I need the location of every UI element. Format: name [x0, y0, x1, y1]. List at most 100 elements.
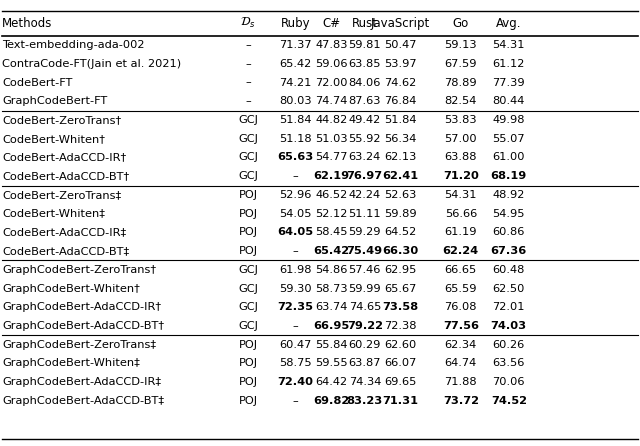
Text: 61.12: 61.12: [493, 59, 525, 69]
Text: 63.88: 63.88: [445, 153, 477, 162]
Text: 54.86: 54.86: [316, 265, 348, 275]
Text: 74.65: 74.65: [349, 302, 381, 312]
Text: 44.82: 44.82: [316, 115, 348, 125]
Text: GCJ: GCJ: [238, 284, 259, 293]
Text: 83.23: 83.23: [347, 396, 383, 406]
Text: 55.84: 55.84: [316, 340, 348, 350]
Text: CodeBert-Whiten‡: CodeBert-Whiten‡: [2, 209, 105, 219]
Text: GCJ: GCJ: [238, 171, 259, 181]
Text: 66.07: 66.07: [384, 359, 416, 368]
Text: 60.29: 60.29: [349, 340, 381, 350]
Text: 51.18: 51.18: [280, 134, 312, 144]
Text: 59.89: 59.89: [384, 209, 416, 219]
Text: Ruby: Ruby: [281, 17, 310, 30]
Text: 59.55: 59.55: [316, 359, 348, 368]
Text: 75.49: 75.49: [347, 246, 383, 256]
Text: 78.89: 78.89: [445, 78, 477, 87]
Text: 76.97: 76.97: [347, 171, 383, 181]
Text: 82.54: 82.54: [445, 96, 477, 106]
Text: 74.52: 74.52: [491, 396, 527, 406]
Text: 71.31: 71.31: [382, 396, 418, 406]
Text: GraphCodeBert-AdaCCD-IR†: GraphCodeBert-AdaCCD-IR†: [2, 302, 161, 312]
Text: ContraCode-FT(Jain et al. 2021): ContraCode-FT(Jain et al. 2021): [2, 59, 181, 69]
Text: 52.96: 52.96: [280, 190, 312, 200]
Text: 54.77: 54.77: [316, 153, 348, 162]
Text: GCJ: GCJ: [238, 134, 259, 144]
Text: POJ: POJ: [239, 246, 258, 256]
Text: GCJ: GCJ: [238, 302, 259, 312]
Text: 42.24: 42.24: [349, 190, 381, 200]
Text: 64.74: 64.74: [445, 359, 477, 368]
Text: GraphCodeBert-ZeroTrans†: GraphCodeBert-ZeroTrans†: [2, 265, 156, 275]
Text: GraphCodeBert-Whiten†: GraphCodeBert-Whiten†: [2, 284, 140, 293]
Text: 65.63: 65.63: [278, 153, 314, 162]
Text: 62.41: 62.41: [382, 171, 418, 181]
Text: 53.83: 53.83: [445, 115, 477, 125]
Text: GraphCodeBert-Whiten‡: GraphCodeBert-Whiten‡: [2, 359, 140, 368]
Text: 62.19: 62.19: [314, 171, 349, 181]
Text: 66.65: 66.65: [445, 265, 477, 275]
Text: Rust: Rust: [352, 17, 378, 30]
Text: 51.11: 51.11: [349, 209, 381, 219]
Text: C#: C#: [323, 17, 340, 30]
Text: 52.63: 52.63: [384, 190, 416, 200]
Text: 77.56: 77.56: [443, 321, 479, 331]
Text: 53.97: 53.97: [384, 59, 416, 69]
Text: 63.74: 63.74: [316, 302, 348, 312]
Text: 59.99: 59.99: [349, 284, 381, 293]
Text: –: –: [246, 78, 251, 87]
Text: 49.42: 49.42: [349, 115, 381, 125]
Text: 71.37: 71.37: [280, 40, 312, 50]
Text: GraphCodeBert-AdaCCD-IR‡: GraphCodeBert-AdaCCD-IR‡: [2, 377, 161, 387]
Text: 84.06: 84.06: [349, 78, 381, 87]
Text: 55.92: 55.92: [349, 134, 381, 144]
Text: POJ: POJ: [239, 190, 258, 200]
Text: 48.92: 48.92: [493, 190, 525, 200]
Text: 73.58: 73.58: [382, 302, 418, 312]
Text: 68.19: 68.19: [491, 171, 527, 181]
Text: 60.86: 60.86: [493, 227, 525, 237]
Text: 63.85: 63.85: [349, 59, 381, 69]
Text: 74.62: 74.62: [384, 78, 416, 87]
Text: GCJ: GCJ: [238, 115, 259, 125]
Text: 62.24: 62.24: [443, 246, 479, 256]
Text: JavaScript: JavaScript: [371, 17, 429, 30]
Text: 80.44: 80.44: [493, 96, 525, 106]
Text: 74.21: 74.21: [280, 78, 312, 87]
Text: 65.42: 65.42: [314, 246, 349, 256]
Text: 57.46: 57.46: [349, 265, 381, 275]
Text: 57.00: 57.00: [445, 134, 477, 144]
Text: 62.13: 62.13: [384, 153, 416, 162]
Text: 87.63: 87.63: [349, 96, 381, 106]
Text: 49.98: 49.98: [493, 115, 525, 125]
Text: 72.35: 72.35: [278, 302, 314, 312]
Text: 52.12: 52.12: [316, 209, 348, 219]
Text: 51.84: 51.84: [384, 115, 416, 125]
Text: Methods: Methods: [2, 17, 52, 30]
Text: 66.30: 66.30: [382, 246, 418, 256]
Text: 66.95: 66.95: [314, 321, 349, 331]
Text: 55.07: 55.07: [493, 134, 525, 144]
Text: 62.50: 62.50: [493, 284, 525, 293]
Text: 77.39: 77.39: [493, 78, 525, 87]
Text: POJ: POJ: [239, 227, 258, 237]
Text: GraphCodeBert-FT: GraphCodeBert-FT: [2, 96, 107, 106]
Text: 54.95: 54.95: [493, 209, 525, 219]
Text: 64.05: 64.05: [278, 227, 314, 237]
Text: 67.59: 67.59: [445, 59, 477, 69]
Text: –: –: [293, 246, 298, 256]
Text: 80.03: 80.03: [280, 96, 312, 106]
Text: POJ: POJ: [239, 209, 258, 219]
Text: POJ: POJ: [239, 377, 258, 387]
Text: 76.84: 76.84: [384, 96, 416, 106]
Text: –: –: [293, 171, 298, 181]
Text: CodeBert-ZeroTrans‡: CodeBert-ZeroTrans‡: [2, 190, 121, 200]
Text: 64.42: 64.42: [316, 377, 348, 387]
Text: 63.24: 63.24: [349, 153, 381, 162]
Text: 73.72: 73.72: [443, 396, 479, 406]
Text: 47.83: 47.83: [316, 40, 348, 50]
Text: 67.36: 67.36: [491, 246, 527, 256]
Text: CodeBert-AdaCCD-BT‡: CodeBert-AdaCCD-BT‡: [2, 246, 129, 256]
Text: 71.88: 71.88: [445, 377, 477, 387]
Text: GCJ: GCJ: [238, 153, 259, 162]
